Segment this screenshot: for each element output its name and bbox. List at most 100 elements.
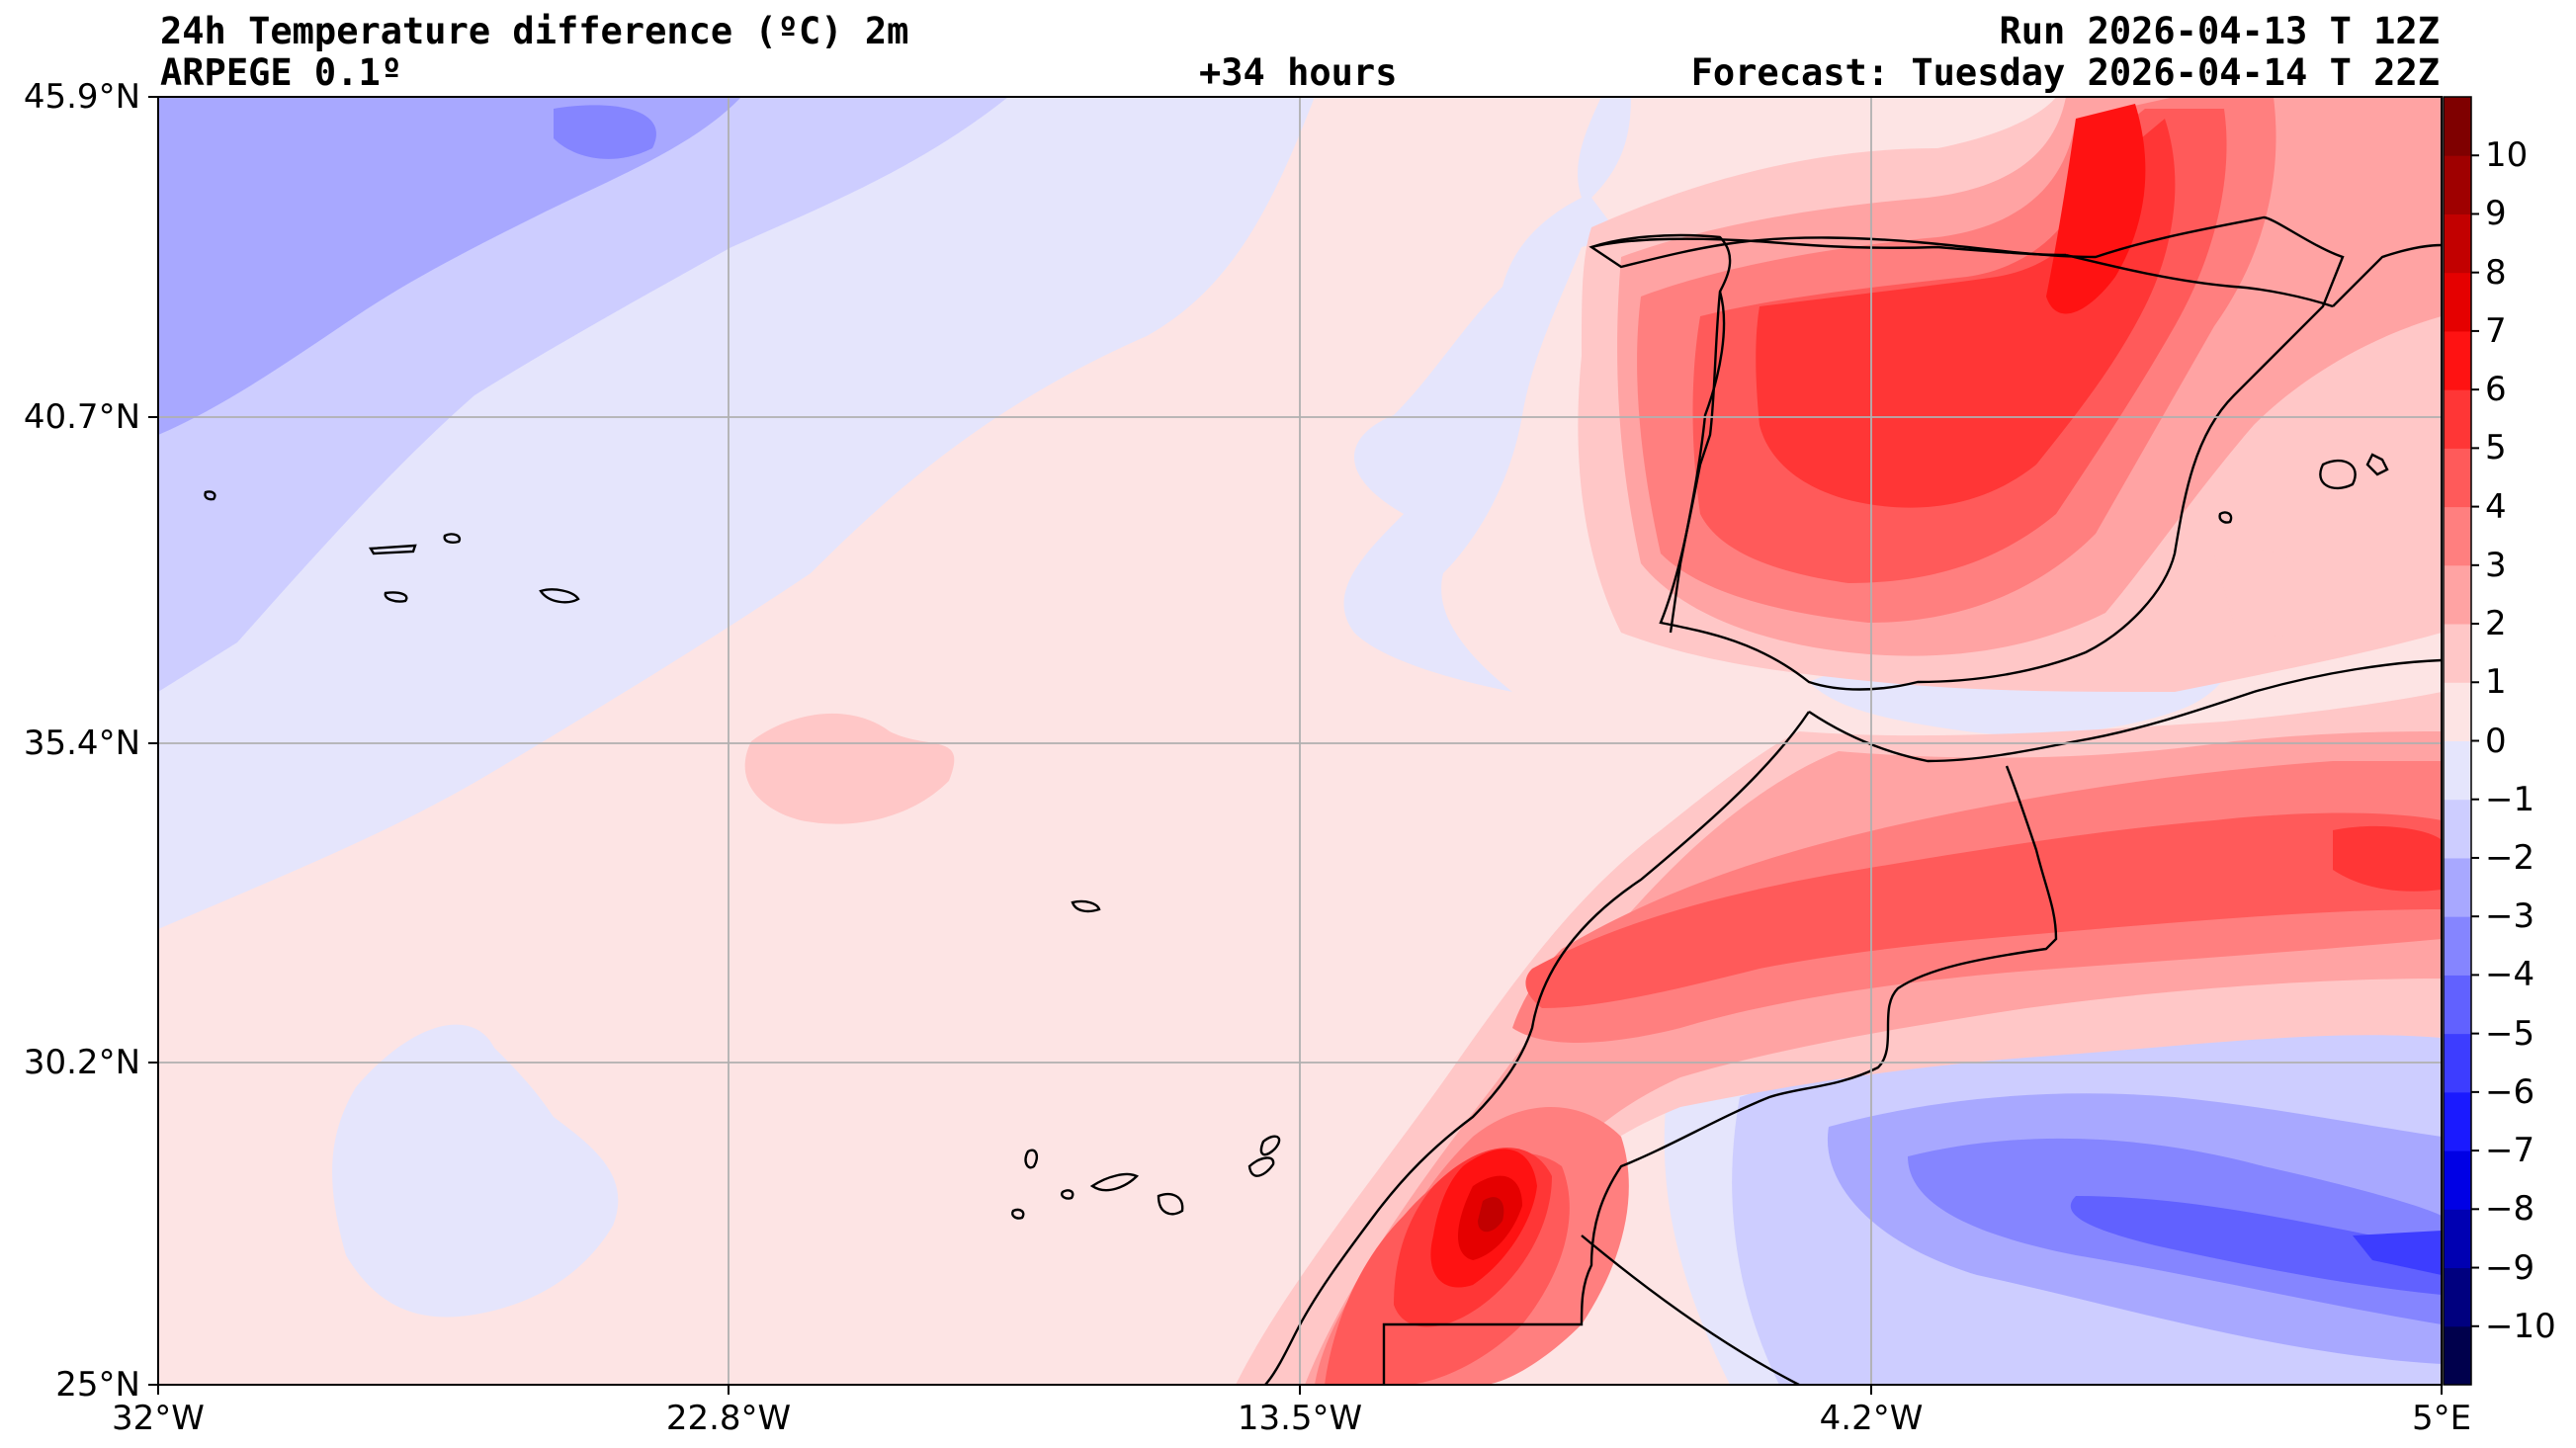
field-1-2-ocean-a <box>744 713 955 824</box>
colorbar-segment <box>2444 1033 2471 1093</box>
colorbar-tick-label: 1 <box>2485 662 2507 703</box>
colorbar-segment <box>2444 916 2471 976</box>
azores-5 <box>204 490 216 501</box>
france-coast <box>2332 243 2442 307</box>
lat-label-45-9: 45.9°N <box>23 77 140 117</box>
iberia-north-coast <box>1590 237 2067 257</box>
canary-7 <box>1061 1189 1074 1200</box>
field-neg0-1-canary <box>332 1024 619 1318</box>
lat-label-35-4: 35.4°N <box>23 724 140 763</box>
lon-label-32w: 32°W <box>112 1399 205 1438</box>
colorbar-segment <box>2444 740 2471 801</box>
colorbar-tick-label: 5 <box>2485 428 2507 468</box>
colorbar-segment <box>2444 448 2471 508</box>
colorbar-tick-label: −2 <box>2485 837 2535 878</box>
colorbar-segment <box>2444 506 2471 566</box>
map-title: 24h Temperature difference (ºC) 2m <box>160 10 909 52</box>
field-neg4-5-south <box>2070 1196 2442 1295</box>
azores-4 <box>539 588 580 604</box>
colorbar-tick-label: 0 <box>2485 721 2507 761</box>
morocco-algeria-border <box>1382 765 2058 1385</box>
colorbar-tick-label: 4 <box>2485 486 2507 527</box>
field-8-9-sahara <box>1478 1197 1504 1233</box>
field-4-5-africa <box>1525 812 2442 1008</box>
colorbar-segment <box>2444 975 2471 1035</box>
ibiza <box>2218 511 2233 524</box>
colorbar-tick-label: 10 <box>2485 135 2529 176</box>
lat-label-30-2: 30.2°N <box>23 1043 140 1082</box>
western-sahara-border <box>1581 1235 1800 1385</box>
field-neg2-3-west <box>158 97 741 435</box>
run-time: Run 2026-04-13 T 12Z <box>1999 10 2440 52</box>
portugal-border <box>1669 291 1726 634</box>
lon-label-22-8w: 22.8°W <box>665 1399 792 1438</box>
sardinia <box>2365 453 2389 476</box>
colorbar-tick-label: −3 <box>2485 896 2535 937</box>
colorbar-tick-label: −10 <box>2485 1306 2556 1346</box>
azores-3 <box>443 533 462 544</box>
colorbar-segment <box>2444 624 2471 683</box>
colorbar-tick-label: 7 <box>2485 310 2507 351</box>
africa-atlantic-coast <box>1264 711 1810 1385</box>
colorbar-tick-label: −5 <box>2485 1013 2535 1054</box>
colorbar-tick-label: 8 <box>2485 252 2507 293</box>
colorbar-segment <box>2444 97 2471 156</box>
field-1-2-ocean-b <box>2214 548 2333 637</box>
colorbar-segment <box>2444 799 2471 859</box>
canary-4 <box>1259 1135 1281 1156</box>
canary-1 <box>1024 1149 1039 1169</box>
colorbar-tick-label: 6 <box>2485 370 2507 410</box>
colorbar-segment <box>2444 272 2471 332</box>
lon-label-4-2w: 4.2°W <box>1819 1399 1924 1438</box>
colorbar-segment <box>2444 857 2471 917</box>
colorbar <box>2443 96 2479 1386</box>
canary-3 <box>1157 1192 1184 1216</box>
colorbar-tick-label: −7 <box>2485 1131 2535 1171</box>
colorbar-segment <box>2444 389 2471 449</box>
colorbar-tick-label: −8 <box>2485 1189 2535 1230</box>
colorbar-tick-label: 2 <box>2485 604 2507 644</box>
model-name: ARPEGE 0.1º <box>160 51 403 94</box>
colorbar-segment <box>2444 155 2471 214</box>
canary-6 <box>1011 1208 1025 1220</box>
colorbar-tick-label: −9 <box>2485 1247 2535 1288</box>
field-neg3-4-west <box>554 105 656 159</box>
field-6-7-iberia <box>2046 104 2146 314</box>
colorbar-segment <box>2444 1325 2471 1386</box>
canary-5 <box>1247 1156 1275 1177</box>
madeira <box>1071 899 1101 913</box>
colorbar-segment <box>2444 330 2471 390</box>
lon-label-13-5w: 13.5°W <box>1237 1399 1363 1438</box>
colorbar-tick-label: −1 <box>2485 779 2535 819</box>
azores-1 <box>384 591 408 603</box>
iberia-coast <box>1589 215 2345 691</box>
gridlines <box>158 97 2442 1385</box>
azores-2 <box>368 544 417 555</box>
colorbar-segment <box>2444 1091 2471 1151</box>
field-neg5-6-south <box>2353 1231 2442 1275</box>
axis-ticks <box>148 96 2443 1395</box>
field-neg0-1-biscay <box>1315 97 1631 692</box>
colorbar-segment <box>2444 682 2471 741</box>
majorca <box>2319 459 2357 490</box>
colorbar-segment <box>2444 213 2471 274</box>
field-5-6-africa <box>2333 825 2442 892</box>
colorbar-tick-label: −4 <box>2485 955 2535 995</box>
forecast-time: Forecast: Tuesday 2026-04-14 T 22Z <box>1690 51 2440 94</box>
colorbar-segment <box>2444 1267 2471 1327</box>
lon-label-5e: 5°E <box>2411 1399 2472 1438</box>
pyrenees <box>2065 253 2334 308</box>
lat-label-40-7: 40.7°N <box>23 397 140 437</box>
colorbar-segment <box>2444 1150 2471 1210</box>
field-5-6-iberia <box>1756 119 2176 508</box>
colorbar-segment <box>2444 564 2471 625</box>
colorbar-segment <box>2444 1209 2471 1269</box>
lat-label-25: 25°N <box>55 1365 140 1405</box>
africa-coast <box>1808 658 2442 763</box>
lead-time: +34 hours <box>1199 51 1398 94</box>
colorbar-tick-label: 3 <box>2485 545 2507 585</box>
canary-2 <box>1089 1172 1140 1192</box>
colorbar-tick-label: −6 <box>2485 1071 2535 1112</box>
coastlines <box>204 215 2442 1385</box>
